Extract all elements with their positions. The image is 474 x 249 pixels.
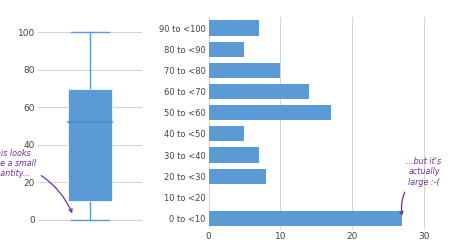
Bar: [209, 147, 259, 163]
Bar: [209, 63, 281, 78]
Text: ...but it's
actually
large :-(: ...but it's actually large :-(: [400, 157, 442, 214]
Bar: [68, 89, 112, 201]
Bar: [209, 211, 402, 226]
Bar: [209, 84, 309, 99]
Text: This looks
like a small
quantity...: This looks like a small quantity...: [0, 149, 72, 212]
Bar: [209, 126, 245, 141]
Bar: [209, 20, 259, 36]
Bar: [209, 42, 245, 57]
Bar: [209, 169, 266, 184]
Bar: [209, 105, 331, 120]
